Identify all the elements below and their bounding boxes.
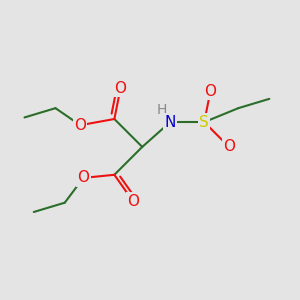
Text: S: S — [200, 115, 209, 130]
Text: O: O — [127, 194, 139, 208]
Text: O: O — [204, 84, 216, 99]
Text: O: O — [223, 140, 235, 154]
Text: O: O — [77, 170, 89, 185]
Text: N: N — [164, 115, 176, 130]
Text: H: H — [156, 103, 167, 117]
Text: O: O — [74, 118, 86, 133]
Text: O: O — [115, 80, 127, 95]
